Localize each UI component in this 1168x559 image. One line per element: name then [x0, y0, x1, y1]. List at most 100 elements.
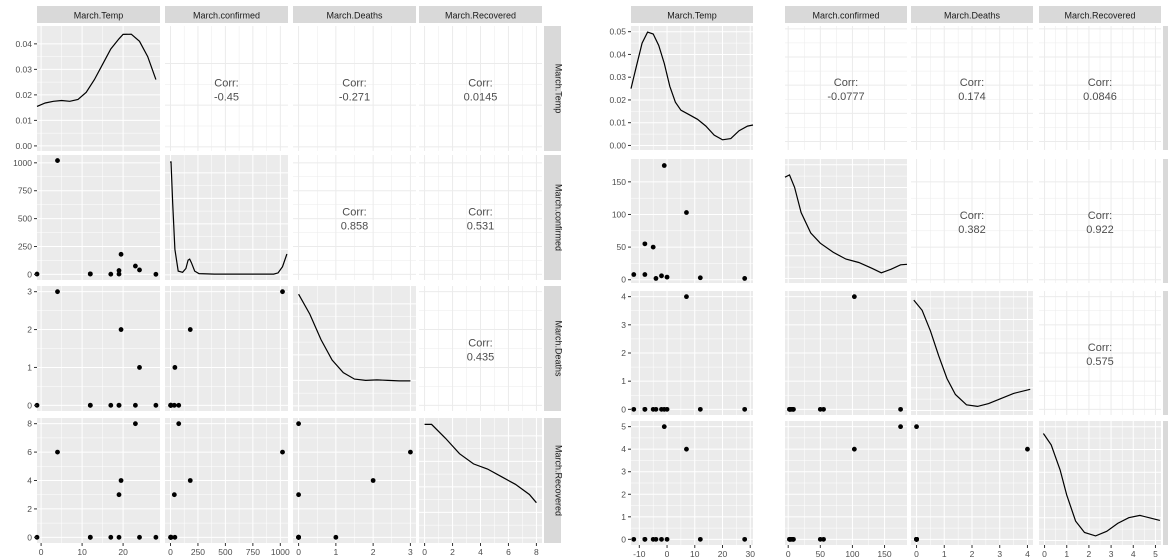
density-curve: [169, 161, 288, 275]
scatter-point: [408, 449, 413, 455]
scatter-point: [87, 271, 93, 277]
panel-background: [631, 26, 753, 150]
x-tick-label: 750: [246, 547, 260, 557]
x-tick-label: 20: [718, 549, 728, 559]
scatter-point: [898, 406, 903, 412]
panel-1-4: Corr: 0.0846: [1039, 26, 1161, 150]
scatter-point: [118, 327, 124, 332]
scatter-point: [108, 534, 114, 540]
panel-background: [785, 159, 907, 283]
column-strip: [631, 6, 753, 23]
y-tick-label: 100: [612, 209, 626, 219]
y-tick-label: 50: [617, 242, 627, 252]
panel-background: [165, 155, 288, 280]
scatter-point: [176, 402, 182, 408]
column-strip-label: March.Temp: [74, 11, 124, 21]
scatter-point: [661, 163, 667, 168]
row-strip-label: March.Deaths: [554, 320, 564, 377]
x-tick-label: 0: [914, 549, 919, 559]
density-curve: [630, 31, 754, 141]
panel-background: [37, 26, 160, 151]
x-tick-label: 10: [77, 547, 87, 557]
panel-background: [785, 26, 907, 150]
scatter-point: [280, 289, 285, 295]
y-tick-label: 2: [621, 348, 626, 358]
scatter-point: [153, 402, 159, 408]
column-strip: [419, 6, 542, 23]
density-curve: [298, 293, 411, 382]
correlation-value: 0.858: [341, 221, 369, 233]
scatter-point: [817, 406, 823, 412]
panel-2-2: [784, 159, 908, 283]
correlation-value: 0.0846: [1083, 91, 1117, 103]
scatter-point: [116, 492, 122, 498]
scatter-point: [118, 251, 124, 257]
scatter-point: [642, 536, 648, 542]
y-tick-label: 0.02: [609, 95, 626, 105]
panel-1-1: [36, 26, 160, 151]
y-tick-label: 0.02: [15, 90, 32, 100]
panel-2-1: [631, 159, 753, 283]
scatter-point: [742, 536, 748, 542]
x-tick-label: 6: [506, 547, 511, 557]
panel-1-3: Corr: -0.271: [293, 26, 416, 151]
column-strip-label: March.Recovered: [445, 11, 516, 21]
panel-1-2: Corr: -0.0777: [785, 26, 907, 150]
column-strip-label: March.Temp: [667, 11, 717, 21]
x-tick-label: 0: [168, 547, 173, 557]
y-tick-label: 4: [621, 292, 626, 302]
x-tick-label: 0: [1042, 549, 1047, 559]
y-tick-label: 0: [621, 275, 626, 285]
x-tick-label: 30: [745, 549, 755, 559]
row-strip: [544, 26, 561, 151]
x-tick-label: 1: [333, 547, 338, 557]
scatter-point: [742, 406, 748, 412]
correlation-value: 0.0145: [464, 92, 498, 104]
scatter-point: [790, 536, 796, 542]
scatter-point: [171, 492, 177, 498]
matrix-2: March.Temp March.confirmed March.Deaths Mar…: [609, 6, 1168, 559]
correlation-label: Corr:: [1088, 342, 1112, 354]
correlation-value: 0.435: [467, 352, 495, 364]
scatter-point: [116, 268, 122, 273]
density-curve: [36, 33, 157, 107]
correlation-value: 0.575: [1086, 356, 1114, 368]
x-tick-label: 4: [478, 547, 483, 557]
panel-2-4: Corr: 0.531: [419, 155, 542, 280]
correlation-label: Corr:: [342, 78, 366, 90]
scatter-point: [851, 294, 857, 300]
scatter-point: [172, 365, 178, 370]
column-strip: [1039, 6, 1161, 23]
scatter-point: [137, 365, 142, 370]
panel-3-3: [293, 286, 416, 411]
scatter-point: [817, 536, 823, 542]
panel-2-3: Corr: 0.382: [911, 159, 1033, 283]
panel-1-2: Corr: -0.45: [165, 26, 288, 151]
panel-3-1: [34, 286, 160, 411]
scatter-point: [55, 289, 60, 295]
panel-1-3: Corr: 0.174: [911, 26, 1033, 150]
x-tick-label: -10: [633, 549, 646, 559]
scatter-point: [87, 402, 93, 408]
x-tick-label: 0: [422, 547, 427, 557]
scatter-point: [642, 406, 648, 412]
panel-3-2: [785, 291, 907, 415]
scatter-point: [642, 272, 648, 277]
scatter-point: [697, 406, 703, 412]
scatter-point: [742, 276, 748, 281]
scatter-point: [787, 406, 792, 412]
y-tick-label: 0: [27, 400, 32, 410]
correlation-value: 0.531: [467, 221, 495, 233]
scatter-point: [171, 402, 177, 408]
column-strip-label: March.confirmed: [193, 11, 260, 21]
panel-3-3: [911, 291, 1033, 415]
panel-2-2: [165, 155, 288, 280]
x-tick-label: 3: [408, 547, 413, 557]
panel-4-3: [911, 421, 1033, 545]
x-tick-label: 2: [1087, 549, 1092, 559]
panel-2-3: Corr: 0.858: [293, 155, 416, 280]
correlation-value: -0.0777: [827, 91, 864, 103]
y-tick-label: 4: [27, 476, 32, 486]
y-tick-label: 2: [27, 504, 32, 514]
x-tick-label: 1: [1064, 549, 1069, 559]
